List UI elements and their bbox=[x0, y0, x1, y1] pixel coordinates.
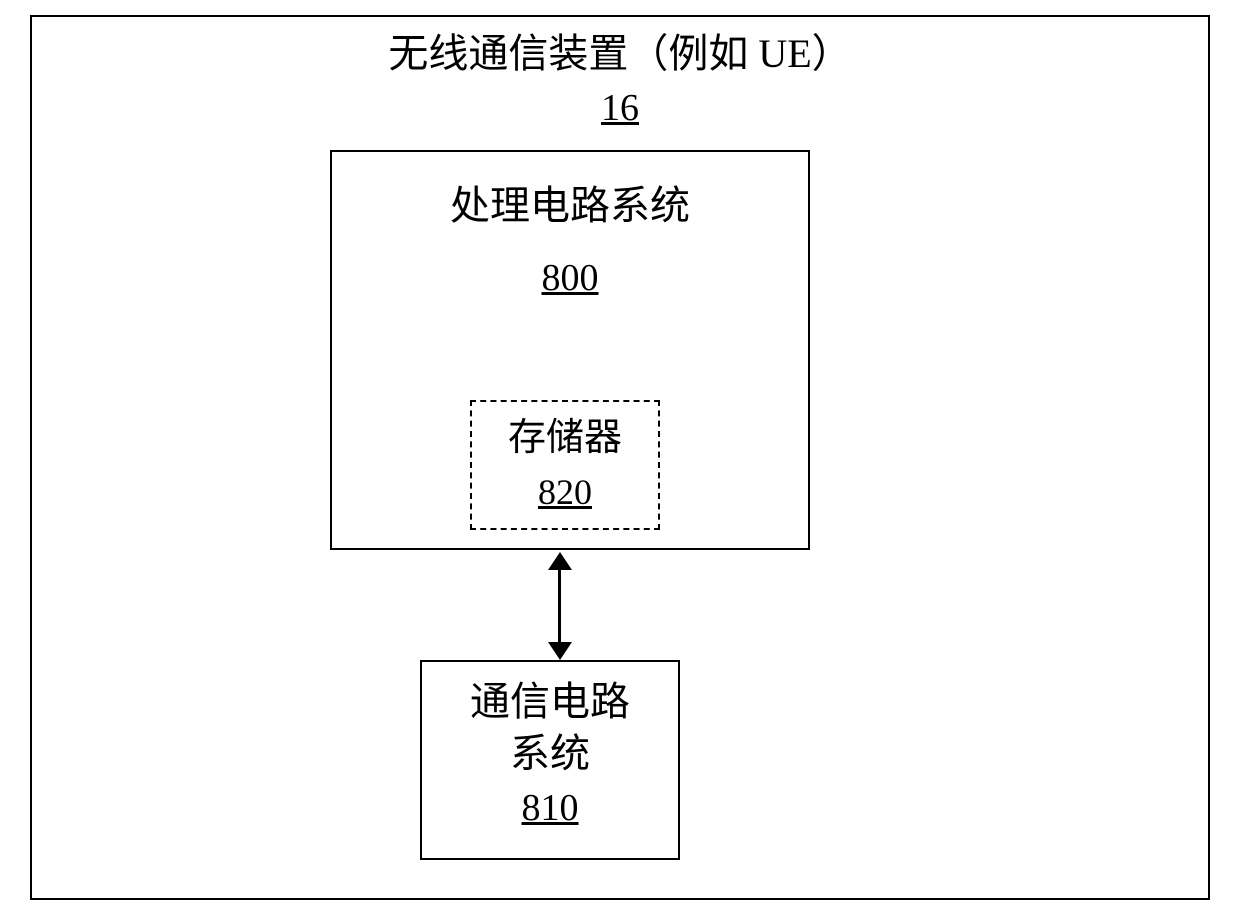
arrow-head-up bbox=[548, 552, 572, 570]
memory-title: 存储器 bbox=[472, 414, 658, 463]
comm-box: 通信电路 系统 810 bbox=[420, 660, 680, 860]
processing-ref: 800 bbox=[332, 254, 808, 303]
outer-ref: 16 bbox=[30, 84, 1210, 133]
comm-ref: 810 bbox=[422, 784, 678, 833]
memory-ref: 820 bbox=[472, 469, 658, 516]
memory-box: 存储器 820 bbox=[470, 400, 660, 530]
comm-title-line1: 通信电路 bbox=[422, 676, 678, 728]
arrow-head-down bbox=[548, 642, 572, 660]
comm-title-line2: 系统 bbox=[422, 728, 678, 780]
outer-title: 无线通信装置（例如 UE） bbox=[30, 28, 1210, 80]
processing-title: 处理电路系统 bbox=[332, 180, 808, 232]
arrow-shaft bbox=[558, 568, 561, 644]
outer-title-area: 无线通信装置（例如 UE） 16 bbox=[30, 28, 1210, 133]
